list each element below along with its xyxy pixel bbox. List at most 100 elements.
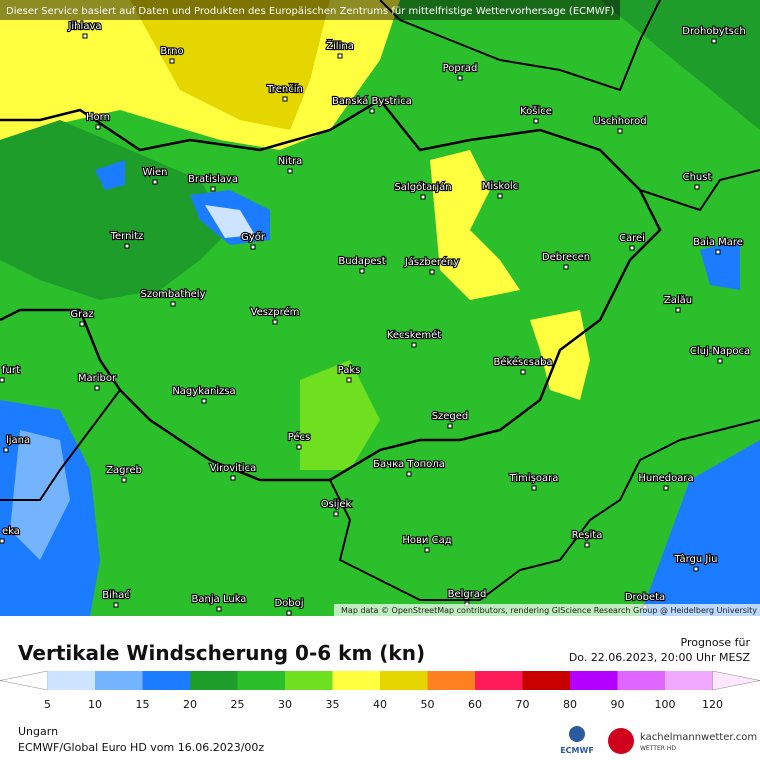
city-dot — [424, 547, 430, 553]
city-label: Békéscsaba — [493, 356, 552, 368]
city-dot — [520, 369, 526, 375]
border — [0, 389, 121, 501]
city-dot — [216, 606, 222, 612]
city-label: Brno — [160, 46, 183, 57]
city-dot — [694, 184, 700, 190]
city-label: Бачка Топола — [373, 459, 445, 470]
colorbar-tick-label: 35 — [326, 698, 340, 711]
city-label: Virovitica — [210, 463, 256, 474]
field — [10, 430, 70, 560]
colorbar-tick-label: 100 — [655, 698, 676, 711]
notice-bg — [0, 0, 620, 20]
city-label: Belgrad — [448, 589, 487, 600]
colorbar: 5 10 15 20 25 30 35 40 50 60 70 80 90 100 120 — [0, 670, 760, 711]
city-label: Banja Luka — [192, 594, 247, 605]
city-label: Chust — [683, 172, 712, 183]
city-dot — [230, 475, 236, 481]
colorbar-segment — [47, 671, 95, 690]
colorbar-segment — [475, 671, 523, 690]
city-label: Pécs — [288, 431, 311, 443]
attribution-bg — [334, 604, 760, 616]
field — [430, 150, 520, 300]
border — [329, 419, 760, 601]
city-label: Carei — [619, 233, 645, 244]
ecmwf-text: ECMWF — [560, 746, 594, 755]
city-dot — [531, 485, 537, 491]
border — [0, 98, 662, 482]
city-label: Debrecen — [542, 252, 590, 263]
colorbar-segment — [190, 671, 238, 690]
city-label: Zalău — [664, 295, 692, 306]
city-dot — [152, 179, 158, 185]
city-label: furt — [2, 365, 20, 376]
city-label: Žilina — [326, 39, 354, 52]
city-label: Bihać — [102, 589, 130, 601]
city-label: Doboj — [274, 598, 303, 609]
colorbar-segment — [285, 671, 333, 690]
city-dot — [121, 477, 127, 483]
city-label: Wien — [143, 167, 168, 178]
city-dot — [457, 75, 463, 81]
city-dot — [296, 444, 302, 450]
city-dot — [359, 268, 365, 274]
city-label: Drohobytsch — [682, 26, 745, 37]
field — [205, 205, 255, 238]
colorbar-segment — [570, 671, 618, 690]
colorbar-tick-label: 120 — [702, 698, 723, 711]
city-label: Paks — [338, 365, 361, 376]
city-label: Veszprém — [251, 306, 300, 318]
field — [300, 360, 380, 470]
city-dot — [447, 423, 453, 429]
colorbar-segment — [427, 671, 475, 690]
city-dot — [3, 447, 9, 453]
colorbar-segment — [617, 671, 665, 690]
city-dot — [201, 398, 207, 404]
site: kachelmannwetter.com — [640, 732, 757, 743]
border — [639, 169, 760, 212]
city-dot — [369, 108, 375, 114]
city-dot — [663, 485, 669, 491]
city-label: Ternitz — [110, 231, 144, 242]
city-label: Győr — [241, 231, 266, 243]
notice: Dieser Service basiert auf Daten und Pro… — [6, 6, 614, 17]
city-label: Poprad — [443, 63, 478, 74]
colorbar-cap — [0, 670, 48, 691]
colorbar-tick-label: 40 — [373, 698, 387, 711]
field — [0, 120, 230, 300]
city-label: Nitra — [278, 156, 302, 167]
field — [700, 240, 740, 290]
ecmwf-logo — [569, 726, 585, 742]
colorbar-tick-label: 60 — [468, 698, 482, 711]
colorbar-segment — [665, 671, 713, 690]
city-dot — [282, 96, 288, 102]
city-label: Jászberény — [404, 256, 459, 268]
city-dot — [629, 245, 635, 251]
city-dot — [346, 377, 352, 383]
field — [640, 440, 760, 616]
city-label: Hunedoara — [638, 473, 693, 484]
colorbar-segment — [522, 671, 570, 690]
city-label: Bratislava — [188, 174, 238, 185]
city-dot — [406, 471, 412, 477]
field — [530, 310, 590, 400]
city-dot — [82, 33, 88, 39]
city-label: Reșita — [572, 530, 603, 541]
city-dot — [113, 602, 119, 608]
city-dot — [0, 538, 5, 544]
city-dot — [286, 610, 292, 616]
colorbar-tick-label: 50 — [421, 698, 435, 711]
city-dot — [429, 269, 435, 275]
city-dot — [94, 385, 100, 391]
city-dot — [170, 301, 176, 307]
city-label: eka — [2, 526, 20, 537]
city-label: Jihlava — [67, 21, 101, 32]
colorbar-segment — [237, 671, 285, 690]
city-label: Trenčín — [266, 83, 303, 95]
colorbar-tick-label: 5 — [44, 698, 51, 711]
colorbar-tick-label: 30 — [278, 698, 292, 711]
colorbar-tick-label: 25 — [231, 698, 245, 711]
map — [0, 0, 760, 720]
forecast-time: Do. 22.06.2023, 20:00 Uhr MESZ — [569, 651, 751, 664]
